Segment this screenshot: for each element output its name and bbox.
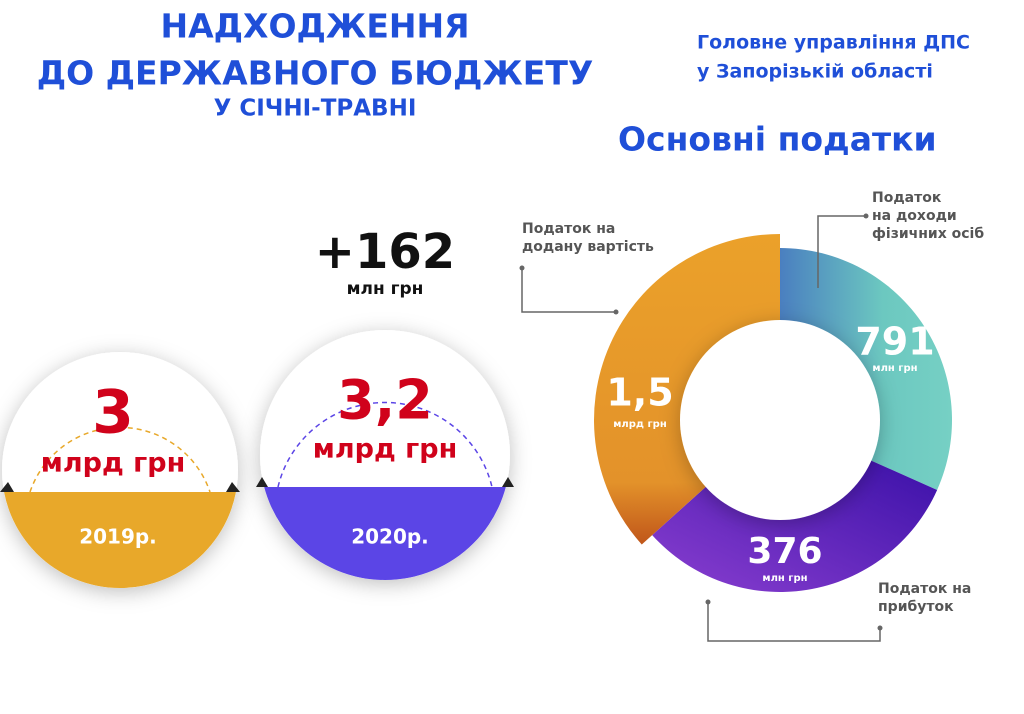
tax-name: прибуток bbox=[878, 599, 954, 615]
tax-name: Податок bbox=[872, 190, 942, 206]
callout-dot bbox=[877, 625, 883, 631]
year: 2020р. bbox=[351, 525, 429, 549]
organization: у Запорізькій області bbox=[697, 61, 933, 83]
tax-unit: млн грн bbox=[762, 573, 807, 584]
subtitle: У СІЧНІ-ТРАВНІ bbox=[214, 96, 417, 122]
tax-name: фізичних осіб bbox=[872, 226, 984, 242]
tax-name: Податок на bbox=[878, 581, 971, 597]
year: 2019р. bbox=[79, 525, 157, 549]
difference: +162 bbox=[315, 224, 455, 280]
title: ДО ДЕРЖАВНОГО БЮДЖЕТУ bbox=[37, 54, 594, 93]
tax-name: додану вартість bbox=[522, 239, 654, 255]
title: НАДХОДЖЕННЯ bbox=[160, 7, 469, 46]
organization: Головне управління ДПС bbox=[697, 32, 970, 54]
callout-line bbox=[817, 215, 866, 288]
callout-dot bbox=[613, 309, 619, 315]
amount: 3,2 bbox=[337, 369, 433, 432]
tax-name: Податок на bbox=[522, 221, 615, 237]
donut-hole bbox=[680, 320, 880, 520]
unit: млрд грн bbox=[313, 434, 457, 465]
tax-value: 376 bbox=[747, 531, 822, 572]
callout-line bbox=[521, 268, 616, 313]
section-title: Основні податки bbox=[618, 120, 937, 159]
unit: млрд грн bbox=[41, 448, 185, 479]
callout-dot bbox=[863, 213, 869, 219]
callout-dot bbox=[705, 599, 711, 605]
difference-unit: млн грн bbox=[347, 279, 424, 299]
tax-value: 791 bbox=[855, 320, 934, 364]
tax-unit: млрд грн bbox=[613, 419, 667, 430]
tax-unit: млн грн bbox=[872, 363, 917, 374]
callout-line bbox=[707, 602, 881, 642]
callout-dot bbox=[519, 265, 525, 271]
tax-name: на доходи bbox=[872, 208, 957, 224]
tax-value: 1,5 bbox=[606, 371, 673, 415]
amount: 3 bbox=[92, 378, 134, 448]
